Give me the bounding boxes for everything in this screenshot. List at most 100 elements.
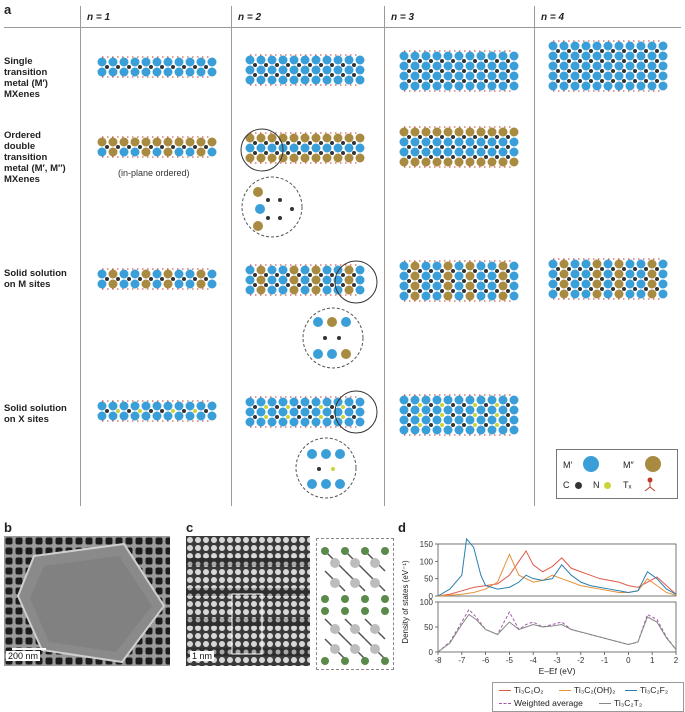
y-tick-label: 50: [424, 575, 433, 584]
y-axis-label: Density of states (eV⁻¹): [401, 560, 410, 644]
y-tick-label: 0: [429, 648, 434, 657]
zoom-detail: [253, 187, 294, 231]
col-divider-3: [384, 6, 385, 506]
legend-m2-label: M″: [623, 460, 634, 470]
series-line-e05a4a: [437, 549, 677, 597]
y-tick-label: 50: [424, 623, 433, 632]
row-label-line: Single transition: [4, 56, 48, 78]
legend-label-avg: Weighted average: [514, 698, 583, 708]
series-line-e8923a: [437, 553, 677, 597]
y-tick-label: 150: [420, 540, 434, 549]
zoom-detail-circle: [241, 176, 303, 238]
legend-label-tioh: Ti₃C₂(OH)₂: [574, 685, 616, 695]
dos-chart: 0 50 100 150 0 50 100 -8 -7 -6 -5 -4 -3 -2 -1 0 1 2 E–Ef (…: [401, 537, 679, 676]
row-label-line: Solid solution: [4, 403, 67, 414]
slab-solid-x-n3: [399, 394, 519, 436]
in-plane-note: (in-plane ordered): [118, 168, 190, 178]
zoom-detail: [307, 449, 345, 489]
series-line-a05aa8: [437, 608, 677, 653]
stem-lattice: [186, 536, 310, 666]
sem-image: [4, 536, 170, 666]
x-axis-label: E–Ef (eV): [539, 666, 576, 676]
legend-n-label: N: [593, 480, 600, 490]
structure-grid-illustration: [97, 40, 668, 499]
legend-m1-label: M′: [563, 460, 573, 470]
slab-solid-x-n2: [245, 396, 365, 428]
y-tick-label: 100: [420, 598, 434, 607]
m1-atom-icon: [583, 456, 599, 472]
panel-a-label: a: [4, 2, 12, 17]
col-divider-4: [534, 6, 535, 506]
scale-label-b: 200 nm: [6, 651, 41, 661]
x-tick-label: 0: [626, 656, 631, 665]
y-tick-label: 0: [429, 592, 434, 601]
col-head-n1: n = 1: [87, 12, 111, 23]
slab-solid-m-n4: [548, 258, 668, 300]
series-line-2a7fb0: [437, 537, 677, 597]
panel-b-label: b: [4, 520, 12, 535]
row-label-line: Ordered: [4, 130, 41, 141]
atom-legend: M′ M″ C N Tₓ: [556, 449, 678, 499]
legend-label-tio: Ti₃C₂O₂: [514, 685, 544, 695]
x-tick-label: -4: [530, 656, 538, 665]
zoom-detail: [313, 317, 351, 359]
row-label-line: on X sites: [4, 414, 49, 425]
slab-ordered-n3: [399, 126, 519, 168]
c-atom-icon: [575, 482, 582, 489]
series-line-888888: [437, 613, 677, 653]
row-label-line: on M sites: [4, 279, 51, 290]
row-label-single: Single transition metal (M′) MXenes: [4, 56, 78, 100]
zoom-circle: [334, 260, 378, 304]
slab-ordered-n2: [245, 132, 365, 164]
row-label-line: MXenes: [4, 89, 40, 100]
legend-line-tif: [625, 690, 637, 691]
slab-single-n3: [399, 50, 519, 92]
x-tick-label: -2: [577, 656, 585, 665]
panel-d-label: d: [398, 520, 406, 535]
x-tick-label: -1: [601, 656, 609, 665]
slab-solid-x-n1: [97, 400, 217, 422]
x-tick-label: -8: [434, 656, 442, 665]
row-label-ordered: Ordered double transition metal (M′, M″)…: [4, 130, 78, 185]
row-label-solid-m: Solid solution on M sites: [4, 268, 78, 290]
sem-texture: [4, 536, 170, 666]
x-tick-label: 2: [674, 656, 679, 665]
col-divider-1: [80, 6, 81, 506]
scale-bar-b: [12, 648, 46, 650]
legend-line-tio: [499, 690, 511, 691]
col-divider-2: [231, 6, 232, 506]
x-tick-label: -3: [553, 656, 561, 665]
dos-axes-box: [437, 543, 677, 597]
x-tick-label: 1: [650, 656, 655, 665]
row-label-line: metal (M′): [4, 78, 48, 89]
m2-atom-icon: [645, 456, 661, 472]
legend-label-tit: Ti₃C₂T₂: [614, 698, 643, 708]
legend-tx-label: Tₓ: [623, 480, 632, 490]
dos-axes-box: [437, 601, 677, 653]
slab-solid-m-n1: [97, 268, 217, 290]
zoom-circle: [240, 128, 284, 172]
slab-ordered-n1: [97, 136, 217, 158]
zoom-detail-circle: [295, 437, 357, 499]
header-rule: [4, 27, 681, 28]
slab-single-n2: [245, 54, 365, 86]
dos-legend: Ti₃C₂O₂ Ti₃C₂(OH)₂ Ti₃C₂F₂ Weighted aver…: [492, 682, 684, 712]
zoom-detail-circle: [302, 307, 364, 369]
row-label-line: MXenes: [4, 174, 40, 185]
slab-solid-m-n2: [245, 264, 365, 296]
x-tick-label: -6: [482, 656, 490, 665]
col-head-n3: n = 3: [391, 12, 415, 23]
tx-group-icon: [644, 477, 656, 492]
legend-label-tif: Ti₃C₂F₂: [640, 685, 669, 695]
x-tick-label: -7: [458, 656, 466, 665]
row-label-line: metal (M′, M″): [4, 163, 66, 174]
slab-single-n4: [548, 40, 668, 92]
row-label-line: double transition: [4, 141, 48, 163]
scale-label-c: 1 nm: [190, 651, 215, 661]
legend-line-tioh: [559, 690, 571, 691]
col-head-n2: n = 2: [238, 12, 262, 23]
y-tick-label: 100: [420, 557, 434, 566]
row-label-solid-x: Solid solution on X sites: [4, 403, 78, 425]
slab-single-n1: [97, 56, 217, 78]
row-label-line: Solid solution: [4, 268, 67, 279]
